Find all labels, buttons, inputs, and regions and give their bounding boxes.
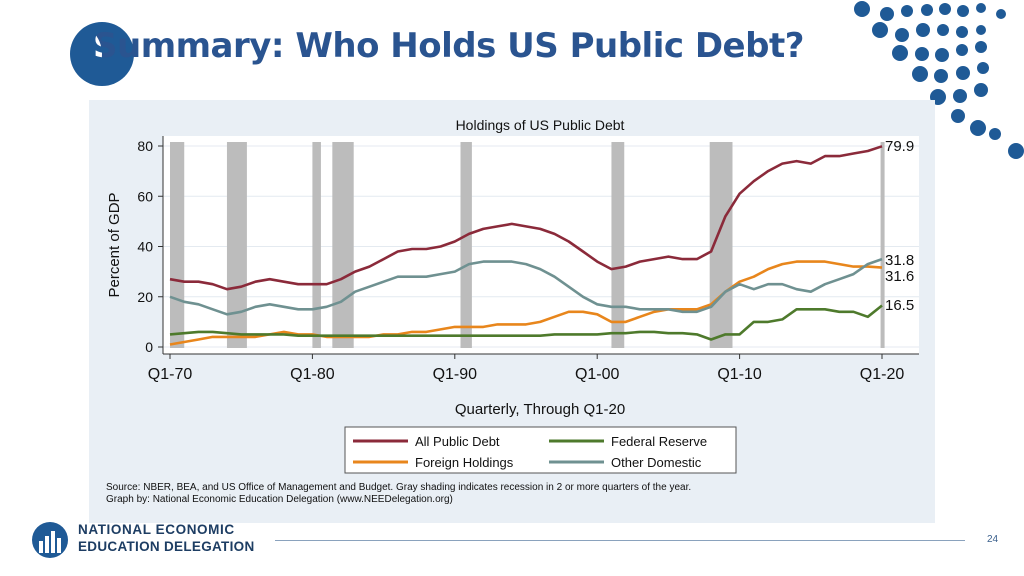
recession-bar: [460, 142, 472, 348]
recession-bar: [709, 142, 733, 348]
decorative-dot: [957, 5, 969, 17]
y-tick-label: 0: [145, 339, 153, 355]
decorative-dot: [854, 1, 870, 17]
decorative-dot: [956, 44, 968, 56]
y-tick-label: 40: [137, 239, 153, 255]
x-axis-title: Quarterly, Through Q1-20: [455, 401, 625, 418]
page-title: Summary: Who Holds US Public Debt?: [93, 26, 804, 66]
y-tick-label: 60: [137, 188, 153, 204]
decorative-dot: [901, 5, 913, 17]
series-line-other-domestic: [169, 257, 883, 316]
decorative-dot: [895, 28, 909, 42]
series-line-foreign-holdings: [169, 260, 883, 346]
decorative-dot: [976, 3, 986, 13]
logo-text-line1: NATIONAL ECONOMIC: [78, 522, 235, 537]
recession-bar: [170, 142, 185, 348]
x-tick-label: Q1-00: [575, 366, 620, 383]
decorative-dot: [976, 25, 986, 35]
decorative-dot: [989, 128, 1001, 140]
y-tick-label: 20: [137, 289, 153, 305]
x-tick-label: Q1-90: [433, 366, 478, 383]
decorative-dot: [934, 69, 948, 83]
decorative-dot: [892, 45, 908, 61]
decorative-dot: [996, 9, 1006, 19]
decorative-dot: [951, 109, 965, 123]
end-value-label: 16.5: [885, 297, 914, 314]
legend-box: [344, 426, 737, 474]
footer-divider: [275, 540, 965, 541]
y-tick-label: 80: [137, 138, 153, 154]
legend-label: Federal Reserve: [611, 434, 707, 449]
decorative-dot: [975, 41, 987, 53]
decorative-dot: [956, 66, 970, 80]
decorative-dot: [939, 3, 951, 15]
recession-bar: [332, 142, 354, 348]
recession-bar: [880, 142, 885, 348]
decorative-dot: [974, 83, 988, 97]
decorative-dot: [916, 23, 930, 37]
page-number: 24: [987, 534, 999, 545]
decorative-dot: [880, 7, 894, 21]
end-value-label: 79.9: [885, 138, 914, 155]
graph-credit: Graph by: National Economic Education De…: [106, 494, 453, 505]
decorative-dot: [915, 47, 929, 61]
legend-label: Foreign Holdings: [415, 455, 514, 470]
decorative-dot: [977, 62, 989, 74]
end-value-label: 31.6: [885, 268, 914, 285]
source-note: Source: NBER, BEA, and US Office of Mana…: [106, 482, 692, 493]
debt-holdings-chart: 0 20 40 60 80 Q1-70 Q1-80 Q1-90 Q1-00 Q1-10 Q1-20 7…: [106, 117, 919, 474]
decorative-dot: [1008, 143, 1024, 159]
y-axis-title: Percent of GDP: [106, 192, 123, 297]
decorative-dot: [921, 4, 933, 16]
logo-text-line2: EDUCATION DELEGATION: [78, 539, 255, 554]
x-tick-label: Q1-80: [290, 366, 335, 383]
page-title-highlight: Summary: Who Holds US Public Debt?: [93, 26, 804, 66]
recession-bar: [312, 142, 321, 348]
series-line-federal-reserve: [169, 304, 883, 341]
legend-label: Other Domestic: [611, 455, 702, 470]
need-logo-icon: [32, 522, 68, 558]
decorative-dot: [937, 24, 949, 36]
decorative-dot: [970, 120, 986, 136]
series-line-all-public-debt: [169, 145, 883, 291]
recession-bar: [226, 142, 247, 348]
chart-title: Holdings of US Public Debt: [456, 117, 625, 133]
x-tick-label: Q1-20: [860, 366, 905, 383]
decorative-dot: [956, 26, 968, 38]
x-tick-label: Q1-70: [148, 366, 193, 383]
legend-label: All Public Debt: [415, 434, 500, 449]
end-value-label: 31.8: [885, 252, 914, 269]
decorative-dot: [953, 89, 967, 103]
plot-area: [163, 136, 919, 354]
recession-bar: [611, 142, 625, 348]
decorative-dots: [854, 1, 1024, 159]
title-accent-circle: [70, 22, 134, 86]
decorative-dot: [912, 66, 928, 82]
x-tick-label: Q1-10: [717, 366, 762, 383]
decorative-dot: [872, 22, 888, 38]
decorative-dot: [935, 48, 949, 62]
